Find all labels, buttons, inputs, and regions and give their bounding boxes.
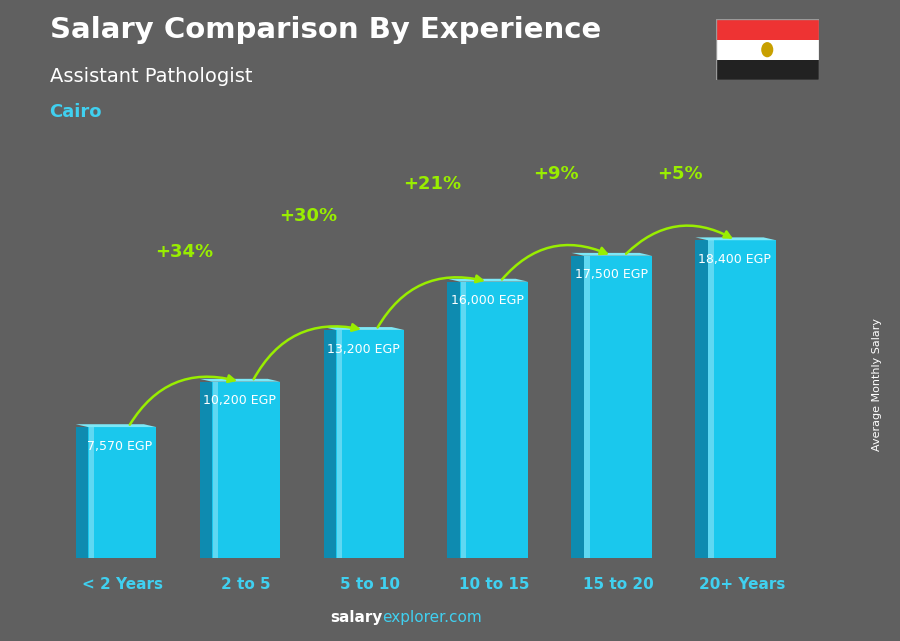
Text: 5 to 10: 5 to 10 — [340, 577, 400, 592]
Polygon shape — [461, 281, 466, 558]
Text: +5%: +5% — [657, 165, 703, 183]
Text: 20+ Years: 20+ Years — [698, 577, 785, 592]
Polygon shape — [696, 240, 707, 558]
Text: 16,000 EGP: 16,000 EGP — [451, 294, 524, 307]
Text: 2 to 5: 2 to 5 — [221, 577, 271, 592]
Polygon shape — [200, 381, 212, 558]
Text: +21%: +21% — [403, 175, 461, 193]
Text: 17,500 EGP: 17,500 EGP — [574, 269, 647, 281]
Text: +9%: +9% — [533, 165, 579, 183]
Polygon shape — [89, 427, 94, 558]
Polygon shape — [337, 330, 342, 558]
Polygon shape — [572, 256, 584, 558]
Text: 13,200 EGP: 13,200 EGP — [327, 343, 400, 356]
Text: explorer.com: explorer.com — [382, 610, 482, 625]
Text: salary: salary — [330, 610, 382, 625]
Bar — [460, 281, 528, 558]
Polygon shape — [324, 330, 336, 558]
Polygon shape — [76, 424, 157, 427]
Polygon shape — [584, 256, 590, 558]
Text: 18,400 EGP: 18,400 EGP — [698, 253, 771, 266]
Bar — [716, 60, 819, 80]
Polygon shape — [200, 379, 280, 381]
Ellipse shape — [761, 42, 773, 57]
Text: Cairo: Cairo — [50, 103, 102, 121]
Text: +34%: +34% — [155, 243, 213, 261]
Bar — [212, 381, 280, 558]
Polygon shape — [447, 279, 528, 281]
Polygon shape — [708, 240, 714, 558]
Text: 10 to 15: 10 to 15 — [459, 577, 529, 592]
Text: < 2 Years: < 2 Years — [82, 577, 163, 592]
Text: Assistant Pathologist: Assistant Pathologist — [50, 67, 252, 87]
Polygon shape — [447, 281, 460, 558]
Text: 10,200 EGP: 10,200 EGP — [202, 394, 275, 408]
Bar — [716, 40, 819, 60]
Bar — [707, 240, 776, 558]
Text: 7,570 EGP: 7,570 EGP — [87, 440, 153, 453]
Bar — [336, 330, 404, 558]
Polygon shape — [696, 237, 776, 240]
Polygon shape — [212, 381, 218, 558]
Text: +30%: +30% — [279, 207, 338, 225]
Text: Average Monthly Salary: Average Monthly Salary — [872, 318, 883, 451]
Polygon shape — [324, 327, 404, 330]
Bar — [88, 427, 157, 558]
Bar — [584, 256, 652, 558]
Text: 15 to 20: 15 to 20 — [582, 577, 653, 592]
Polygon shape — [572, 253, 652, 256]
Polygon shape — [76, 427, 88, 558]
Bar — [716, 19, 819, 40]
Text: Salary Comparison By Experience: Salary Comparison By Experience — [50, 16, 601, 44]
